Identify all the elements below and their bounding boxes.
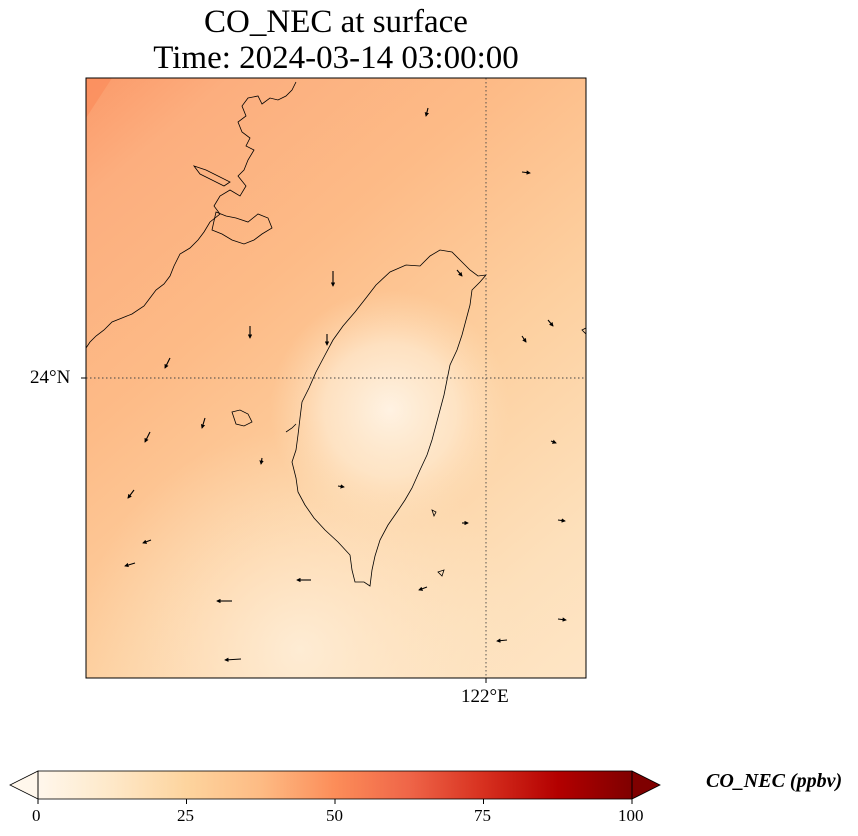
wind-arrow <box>418 586 428 591</box>
wind-arrow <box>424 107 429 117</box>
wind-arrow <box>144 431 151 443</box>
colorbar-tick-label: 50 <box>326 806 343 825</box>
colorbar-tick-label: 0 <box>32 806 41 825</box>
colorbar-extend-low <box>9 770 39 800</box>
wind-arrow <box>200 417 206 429</box>
wind-arrow <box>259 457 264 465</box>
wind-arrow <box>550 439 557 444</box>
wind-arrow <box>521 335 527 343</box>
wind-arrow <box>164 357 171 369</box>
taiwan-coastline <box>291 249 487 587</box>
wind-arrow <box>337 484 345 489</box>
wind-arrow <box>224 657 242 662</box>
wind-arrow <box>496 638 508 643</box>
coastlines <box>86 81 586 587</box>
wind-arrow <box>142 539 152 544</box>
colorbar-tick-label: 100 <box>618 806 644 825</box>
wind-arrow <box>456 269 463 277</box>
wind-arrow <box>547 319 554 327</box>
wind-arrow <box>557 518 566 523</box>
colorbar-tick-label: 25 <box>177 806 194 825</box>
colorbar-title: CO_NEC (ppbv) <box>706 770 843 792</box>
wind-arrow <box>127 489 135 499</box>
lat-label-24n: 24°N <box>30 367 71 388</box>
colorbar-extend-high <box>631 770 661 800</box>
wind-arrow <box>521 170 531 175</box>
plot-title: CO_NEC at surface Time: 2024-03-14 03:00… <box>0 4 672 76</box>
wind-arrow <box>557 617 567 622</box>
colorbar-tick-label: 75 <box>474 806 491 825</box>
wind-arrow <box>124 562 136 568</box>
title-line-1: CO_NEC at surface <box>204 4 468 40</box>
china-coastline <box>86 81 297 349</box>
wind-vectors <box>124 107 567 662</box>
colorbar <box>9 770 661 804</box>
lon-label-122e: 122°E <box>461 686 509 707</box>
gridlines <box>86 78 586 678</box>
title-line-2: Time: 2024-03-14 03:00:00 <box>153 40 519 76</box>
